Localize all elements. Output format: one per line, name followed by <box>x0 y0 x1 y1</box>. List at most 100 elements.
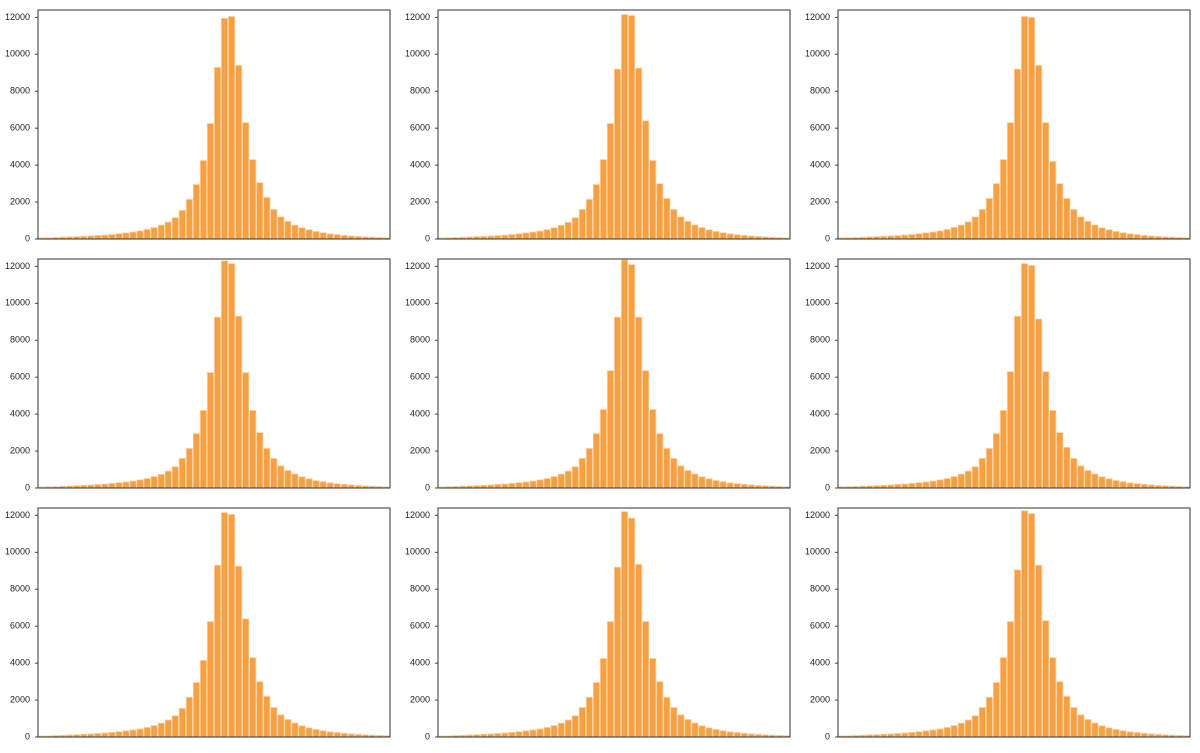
bar <box>929 480 937 489</box>
bar <box>122 232 130 240</box>
bar <box>719 481 727 489</box>
bar <box>999 159 1008 240</box>
bar <box>326 233 334 240</box>
bar <box>992 183 1000 240</box>
bar <box>908 482 916 489</box>
bar <box>164 470 172 489</box>
bar <box>670 707 678 738</box>
bar <box>564 719 572 738</box>
bar <box>213 564 222 738</box>
bar <box>1006 122 1015 240</box>
bar <box>642 370 650 489</box>
bar <box>663 696 671 738</box>
bar <box>1006 621 1015 738</box>
bar <box>915 731 923 738</box>
bar <box>220 260 229 489</box>
bar <box>705 229 713 240</box>
bar <box>642 621 650 738</box>
bar <box>312 729 320 738</box>
y-tick-label: 12000 <box>405 261 430 271</box>
plot-frame <box>437 258 791 489</box>
bar <box>1084 221 1092 240</box>
bar <box>143 477 151 489</box>
bar <box>606 123 615 240</box>
bar <box>1077 714 1085 738</box>
bar <box>613 68 622 240</box>
bar <box>340 234 348 240</box>
bar <box>1063 197 1071 240</box>
bar <box>691 722 699 738</box>
bar <box>171 217 179 240</box>
bar <box>340 732 348 738</box>
bar <box>719 730 727 738</box>
bar <box>726 482 734 489</box>
y-tick-label: 12000 <box>5 12 30 22</box>
bar <box>1112 729 1120 738</box>
bar <box>1013 315 1022 489</box>
y-tick-label: 12000 <box>405 12 430 22</box>
bar <box>740 483 748 489</box>
bar <box>964 470 972 489</box>
bar <box>94 484 102 489</box>
bar <box>908 731 916 738</box>
bar <box>964 221 972 240</box>
bar <box>922 481 930 489</box>
bar <box>178 209 186 240</box>
y-tick-label: 2000 <box>410 694 430 704</box>
bar <box>599 159 608 240</box>
y-tick-label: 6000 <box>810 621 830 631</box>
bar <box>213 66 222 240</box>
bar <box>536 728 544 738</box>
bar <box>192 184 200 240</box>
bar <box>642 120 650 240</box>
plot-frame <box>437 507 791 738</box>
bar <box>515 482 523 489</box>
bar <box>115 233 123 240</box>
bar <box>101 483 109 489</box>
bar <box>235 315 243 489</box>
bar <box>606 621 615 738</box>
bar <box>985 696 993 738</box>
bar <box>270 707 278 738</box>
bar <box>677 216 685 240</box>
bar <box>733 483 741 489</box>
bar <box>284 221 292 240</box>
y-tick-label: 6000 <box>410 123 430 133</box>
bar <box>1126 731 1134 738</box>
bar <box>1042 620 1050 738</box>
bar <box>936 230 944 240</box>
bar <box>712 231 720 240</box>
bar <box>1056 432 1064 489</box>
bar <box>256 432 264 489</box>
bar <box>1070 707 1078 738</box>
bar <box>936 728 944 738</box>
bar <box>501 234 509 240</box>
y-tick-label: 10000 <box>805 49 830 59</box>
y-tick-label: 0 <box>25 731 30 741</box>
bar <box>206 372 215 489</box>
bar <box>256 681 264 738</box>
bar <box>199 659 208 738</box>
bar <box>564 221 572 240</box>
plot-frame <box>37 9 391 240</box>
bar <box>494 732 502 738</box>
bar <box>1070 458 1078 489</box>
bar <box>649 658 657 738</box>
bar <box>1063 695 1071 738</box>
bar <box>677 714 685 738</box>
y-tick-label: 8000 <box>10 86 30 96</box>
bar <box>1140 483 1148 489</box>
bar <box>305 229 313 240</box>
bar <box>585 198 593 240</box>
bar <box>894 235 902 240</box>
bar <box>298 227 306 240</box>
bar <box>94 234 102 240</box>
y-tick-label: 4000 <box>10 409 30 419</box>
bar <box>171 466 179 489</box>
bar <box>1126 233 1134 240</box>
bar <box>691 473 699 489</box>
bar <box>277 465 285 489</box>
bar <box>712 480 720 489</box>
bar <box>122 730 130 738</box>
